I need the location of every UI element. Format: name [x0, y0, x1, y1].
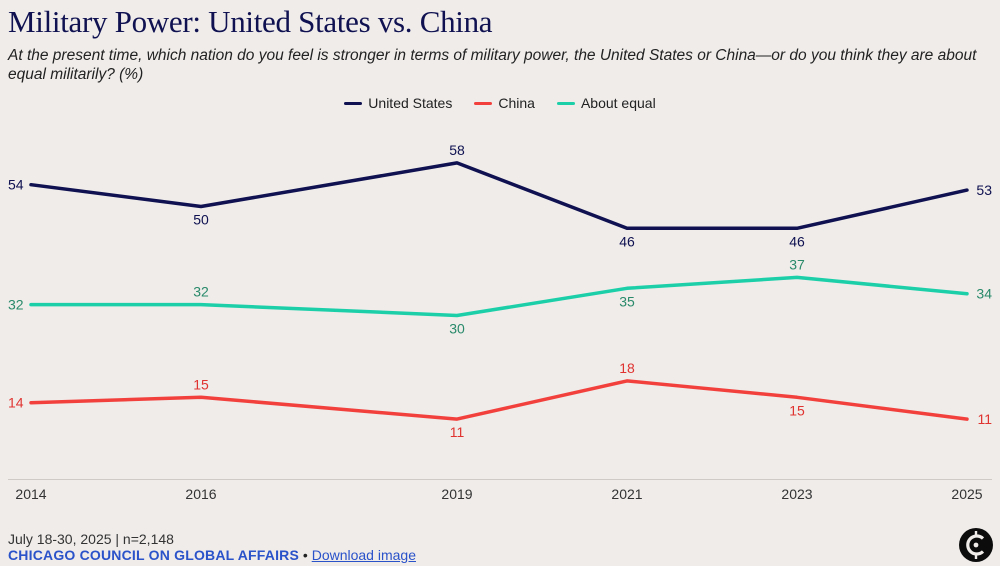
legend-swatch: [344, 101, 363, 105]
data-label-united-states-2019: 58: [449, 142, 465, 158]
organization-name: CHICAGO COUNCIL ON GLOBAL AFFAIRS: [8, 547, 300, 563]
x-tick-label-2014: 2014: [15, 486, 46, 502]
series-line-about-equal: [29, 275, 969, 318]
chart-title: Military Power: United States vs. China: [8, 4, 493, 39]
data-label-about-equal-2014: 32: [8, 297, 24, 313]
series-line-united-states: [29, 161, 969, 231]
data-label-united-states-2014: 54: [8, 177, 24, 193]
data-label-about-equal-2021: 35: [619, 293, 635, 309]
x-tick-label-2019: 2019: [441, 486, 472, 502]
footer-date: July 18-30, 2025 | n=2,148: [8, 531, 174, 547]
data-label-china-2025: 11: [977, 411, 992, 427]
legend-label: United States: [368, 95, 453, 111]
legend-item-about-equal: About equal: [556, 95, 656, 111]
footer-source: CHICAGO COUNCIL ON GLOBAL AFFAIRS • Down…: [8, 547, 416, 563]
data-label-china-2023: 15: [789, 402, 805, 418]
data-label-china-2021: 18: [619, 360, 635, 376]
legend-swatch: [474, 101, 493, 105]
data-label-china-2016: 15: [193, 376, 209, 392]
legend-item-china: China: [474, 95, 535, 111]
data-label-china-2014: 14: [8, 395, 24, 411]
legend-label: China: [498, 95, 535, 111]
data-label-united-states-2023: 46: [789, 233, 805, 249]
data-label-about-equal-2023: 37: [789, 256, 805, 272]
x-tick-label-2023: 2023: [781, 486, 812, 502]
data-label-about-equal-2025: 34: [976, 286, 992, 302]
x-tick-label-2025: 2025: [951, 486, 982, 502]
data-label-about-equal-2016: 32: [193, 284, 209, 300]
legend-label: About equal: [580, 95, 656, 111]
chicago-council-logo-icon: [959, 528, 993, 562]
x-tick-label-2016: 2016: [185, 486, 216, 502]
x-tick-label-2021: 2021: [611, 486, 642, 502]
legend: United States China About equal: [0, 95, 1000, 111]
data-label-about-equal-2019: 30: [449, 321, 465, 337]
data-label-united-states-2021: 46: [619, 233, 635, 249]
data-label-china-2019: 11: [450, 424, 465, 440]
chart-subtitle: At the present time, which nation do you…: [8, 47, 977, 83]
download-image-link[interactable]: Download image: [311, 547, 416, 563]
series-line-china: [29, 379, 969, 421]
legend-swatch: [556, 101, 575, 105]
data-label-united-states-2025: 53: [976, 182, 992, 198]
data-label-united-states-2016: 50: [193, 212, 209, 228]
legend-item-united-states: United States: [344, 95, 452, 111]
footer-separator: •: [302, 547, 308, 563]
